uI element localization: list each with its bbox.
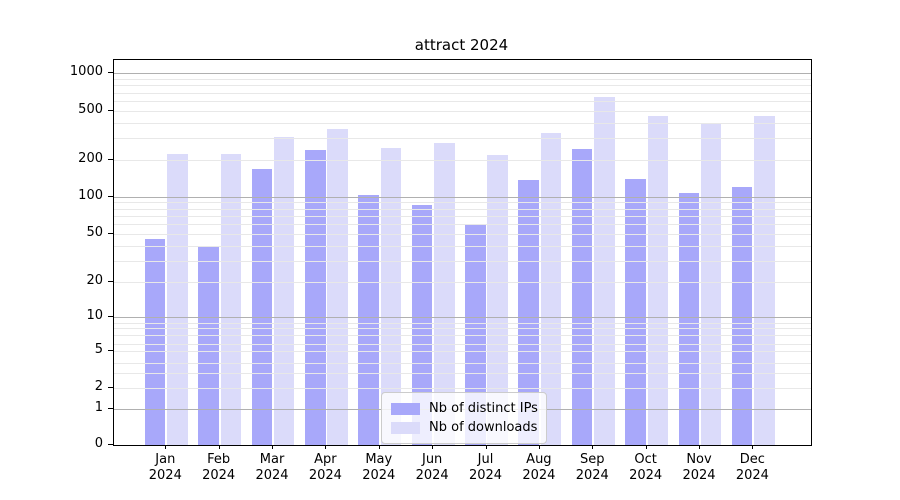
x-tick-label-apr: Apr 2024 [308, 452, 342, 483]
bar-downloads-nov [700, 123, 722, 445]
y-tick-label-200: 200 [78, 150, 103, 166]
x-tick-mark-oct [645, 445, 647, 449]
plot-area: Nb of distinct IPs Nb of downloads [113, 59, 812, 446]
bar-downloads-dec [754, 116, 775, 445]
minor-gridline-500 [114, 111, 811, 113]
x-tick-label-oct: Oct 2024 [629, 452, 663, 483]
y-tick-mark-1000 [108, 71, 113, 73]
y-tick-label-0: 0 [94, 436, 103, 451]
x-tick-label-jun: Jun 2024 [415, 452, 449, 483]
bar-downloads-jul [487, 154, 508, 445]
bar-distinct-ips-dec [731, 187, 753, 445]
y-tick-label-50: 50 [86, 224, 103, 240]
y-tick-label-1: 1 [94, 400, 103, 415]
bar-downloads-jan [167, 153, 188, 445]
x-tick-mark-may [378, 445, 380, 449]
bar-distinct-ips-sep [571, 149, 593, 445]
x-tick-mark-jul [485, 445, 487, 449]
x-tick-mark-feb [218, 445, 220, 449]
legend-label-distinct-ips: Nb of distinct IPs [429, 401, 538, 416]
y-tick-mark-0 [108, 444, 113, 445]
x-tick-mark-dec [752, 445, 754, 449]
y-tick-label-20: 20 [86, 273, 103, 289]
legend-swatch-downloads [391, 421, 420, 434]
bar-distinct-ips-oct [625, 178, 646, 445]
x-tick-mark-jan [165, 445, 167, 449]
major-gridline-1000 [114, 72, 811, 74]
bar-downloads-oct [647, 115, 669, 445]
bar-distinct-ips-may [358, 194, 379, 445]
x-tick-mark-apr [325, 445, 327, 449]
x-tick-mark-mar [272, 445, 274, 449]
y-tick-label-10: 10 [86, 307, 103, 323]
minor-gridline-800 [114, 85, 811, 87]
y-tick-mark-200 [108, 158, 113, 160]
bar-distinct-ips-jan [144, 239, 166, 445]
x-tick-label-nov: Nov 2024 [682, 452, 716, 483]
y-tick-mark-500 [108, 110, 113, 112]
bar-downloads-feb [220, 153, 242, 445]
bar-distinct-ips-nov [678, 193, 700, 445]
legend-row-distinct-ips: Nb of distinct IPs [391, 399, 538, 418]
bar-downloads-mar [273, 136, 295, 445]
x-tick-mark-sep [592, 445, 594, 449]
y-tick-mark-50 [108, 232, 113, 234]
x-tick-mark-jun [432, 445, 434, 449]
x-tick-label-jan: Jan 2024 [148, 452, 182, 483]
legend: Nb of distinct IPs Nb of downloads [381, 392, 547, 444]
x-tick-label-mar: Mar 2024 [255, 452, 289, 483]
minor-gridline-700 [114, 92, 811, 94]
x-tick-mark-aug [538, 445, 540, 449]
chart-title: attract 2024 [414, 36, 509, 54]
minor-gridline-900 [114, 78, 811, 80]
x-tick-label-feb: Feb 2024 [202, 452, 236, 483]
y-tick-label-100: 100 [78, 187, 103, 203]
bar-downloads-jun [434, 143, 455, 445]
minor-gridline-600 [114, 101, 811, 103]
x-tick-label-sep: Sep 2024 [575, 452, 609, 483]
bar-distinct-ips-apr [305, 150, 326, 445]
bar-distinct-ips-jul [465, 223, 486, 445]
y-tick-label-500: 500 [78, 102, 103, 118]
bar-distinct-ips-jun [411, 205, 433, 445]
x-tick-label-may: May 2024 [362, 452, 396, 483]
y-tick-mark-20 [108, 281, 113, 283]
y-tick-mark-10 [108, 315, 113, 317]
x-tick-label-aug: Aug 2024 [522, 452, 556, 483]
x-tick-label-jul: Jul 2024 [468, 452, 503, 483]
bar-distinct-ips-feb [198, 245, 219, 445]
legend-label-downloads: Nb of downloads [429, 420, 538, 435]
y-tick-mark-2 [108, 386, 113, 388]
y-tick-mark-1 [108, 408, 113, 409]
legend-swatch-distinct-ips [391, 402, 420, 415]
bar-downloads-apr [327, 128, 348, 445]
bar-downloads-sep [594, 96, 615, 445]
bar-downloads-aug [540, 132, 562, 445]
legend-row-downloads: Nb of downloads [391, 418, 537, 437]
y-tick-label-1000: 1000 [69, 63, 103, 79]
y-tick-label-5: 5 [94, 341, 103, 357]
y-tick-label-2: 2 [94, 378, 103, 394]
y-tick-mark-5 [108, 349, 113, 351]
x-tick-label-dec: Dec 2024 [735, 452, 769, 483]
y-tick-mark-100 [108, 195, 113, 197]
bar-downloads-may [380, 148, 402, 445]
bar-distinct-ips-mar [251, 168, 273, 445]
x-tick-mark-nov [699, 445, 700, 449]
